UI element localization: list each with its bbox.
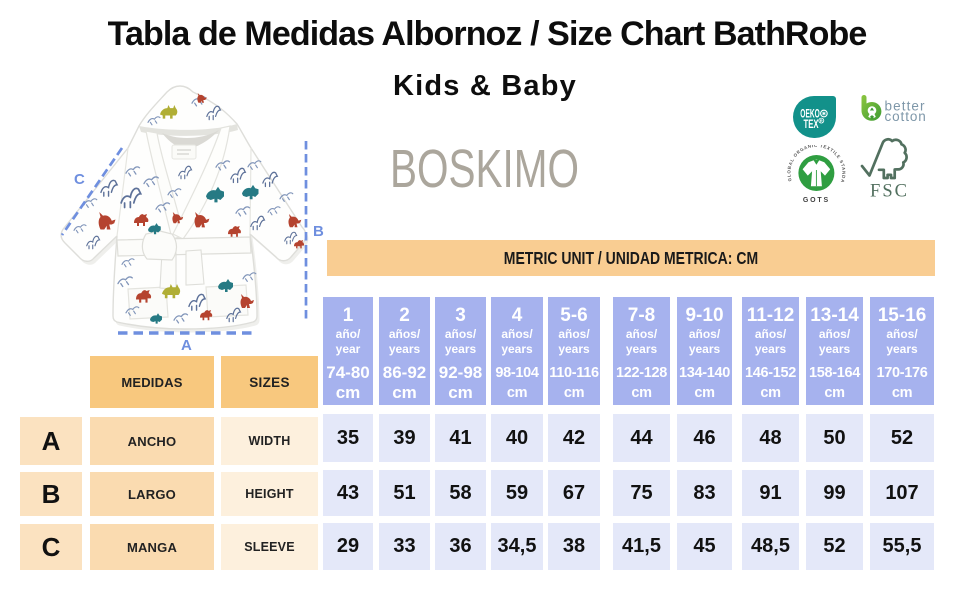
svg-text:FSC: FSC bbox=[870, 182, 909, 202]
svg-text:R: R bbox=[820, 118, 823, 123]
svg-text:better: better bbox=[885, 99, 926, 114]
svg-text:OEKO: OEKO bbox=[800, 108, 820, 120]
svg-text:GOTS: GOTS bbox=[803, 197, 830, 204]
svg-text:cotton: cotton bbox=[885, 109, 927, 124]
svg-text:TEX: TEX bbox=[804, 119, 819, 131]
svg-text:BOSKIMO: BOSKIMO bbox=[390, 141, 579, 193]
